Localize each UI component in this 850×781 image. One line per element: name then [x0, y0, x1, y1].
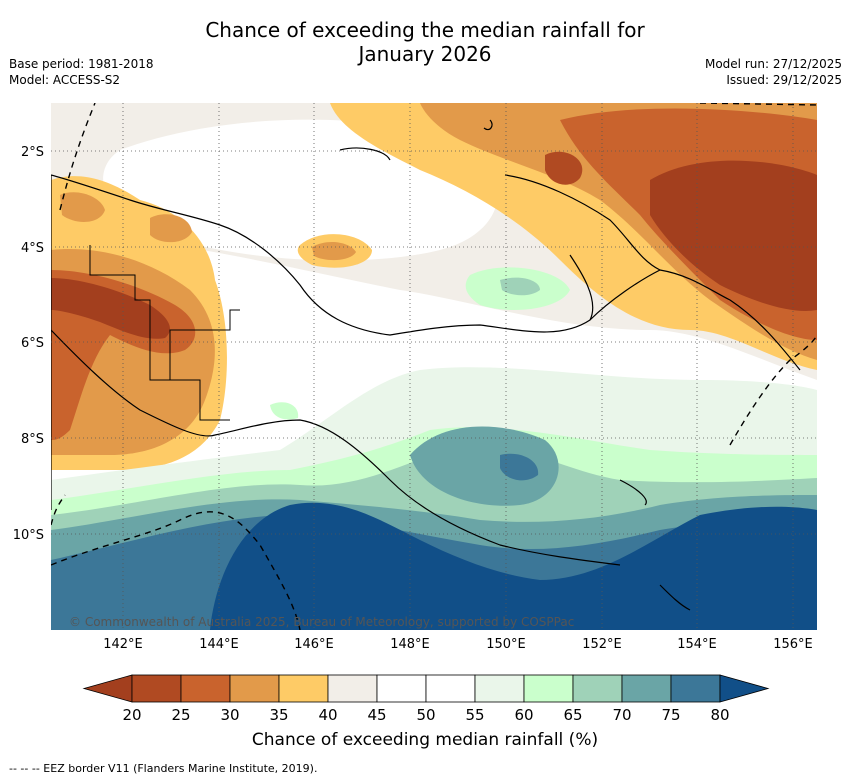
lon-label: 146°E	[294, 637, 334, 652]
lat-label: 4°S	[21, 241, 44, 256]
colorbar-bin	[621, 674, 672, 703]
title-line-1: Chance of exceeding the median rainfall …	[205, 18, 645, 42]
issued-date: Issued: 29/12/2025	[726, 73, 842, 87]
lon-label: 144°E	[199, 637, 239, 652]
copyright-text: © Commonwealth of Australia 2025, Bureau…	[69, 615, 574, 629]
title-line-2: January 2026	[358, 42, 492, 66]
colorbar-tick: 55	[465, 706, 484, 724]
lon-label: 150°E	[486, 637, 526, 652]
colorbar-tick: 40	[318, 706, 337, 724]
lon-label: 154°E	[677, 637, 717, 652]
colorbar	[82, 674, 770, 703]
colorbar-tick: 25	[171, 706, 190, 724]
colorbar-bin	[670, 674, 721, 703]
eez-legend: -- -- -- EEZ border V11 (Flanders Marine…	[9, 762, 318, 775]
meta-left: Base period: 1981-2018 Model: ACCESS-S2	[9, 56, 154, 88]
lon-label: 152°E	[582, 637, 622, 652]
colorbar-bin	[278, 674, 329, 703]
colorbar-tick: 20	[122, 706, 141, 724]
border-lines	[89, 245, 240, 421]
lat-label: 6°S	[21, 336, 44, 351]
model-name: Model: ACCESS-S2	[9, 73, 121, 87]
colorbar-title: Chance of exceeding median rainfall (%)	[251, 730, 599, 750]
colorbar-tick: 65	[563, 706, 582, 724]
colorbar-tick: 70	[612, 706, 631, 724]
colorbar-tick: 60	[514, 706, 533, 724]
lon-label: 148°E	[390, 637, 430, 652]
colorbar-tick: 35	[269, 706, 288, 724]
base-period: Base period: 1981-2018	[9, 57, 154, 71]
colorbar-tick: 80	[710, 706, 729, 724]
colorbar-bin	[376, 674, 427, 703]
lat-label: 8°S	[21, 432, 44, 447]
coastlines	[51, 119, 801, 611]
colorbar-extend-low	[82, 674, 133, 703]
colorbar-bin	[229, 674, 280, 703]
colorbar-extend-high	[719, 674, 770, 703]
lon-label: 156°E	[773, 637, 813, 652]
map-field	[51, 103, 817, 630]
colorbar-tick: 30	[220, 706, 239, 724]
colorbar-bin	[180, 674, 231, 703]
colorbar-bin	[131, 674, 182, 703]
colorbar-bin	[327, 674, 378, 703]
colorbar-tick: 45	[367, 706, 386, 724]
chart-title: Chance of exceeding the median rainfall …	[0, 18, 850, 66]
colorbar-bin	[474, 674, 525, 703]
colorbar-bin	[523, 674, 574, 703]
colorbar-ticks: 20 25 30 35 40 45 50 55 60 65 70 75 80	[122, 706, 729, 724]
colorbar-tick: 50	[416, 706, 435, 724]
meta-right: Model run: 27/12/2025 Issued: 29/12/2025	[705, 56, 842, 88]
lat-label: 2°S	[21, 145, 44, 160]
colorbar-bin	[572, 674, 623, 703]
lat-label: 10°S	[13, 528, 44, 543]
colorbar-tick: 75	[661, 706, 680, 724]
model-run: Model run: 27/12/2025	[704, 57, 842, 71]
colorbar-bin	[425, 674, 476, 703]
lon-label: 142°E	[103, 637, 143, 652]
